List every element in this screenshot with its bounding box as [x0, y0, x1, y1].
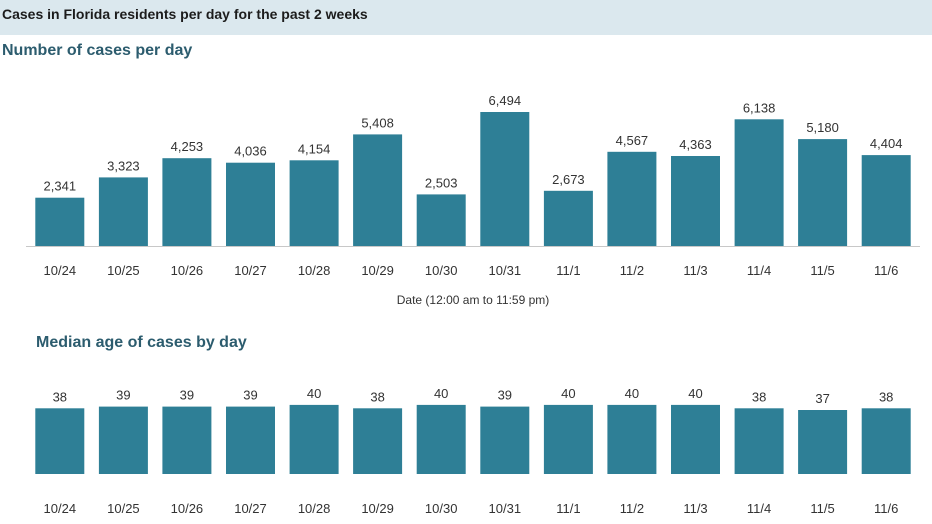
x-tick-label: 10/27 [234, 501, 267, 516]
data-label: 39 [180, 388, 194, 403]
bar-10/25 [98, 177, 148, 246]
data-label: 4,036 [234, 144, 267, 159]
data-label: 6,494 [489, 93, 522, 108]
bar-10/24 [35, 197, 85, 246]
data-label: 40 [561, 386, 575, 401]
median-age-chart: 38 10/24 39 10/25 39 10/26 39 10/27 40 10/28 38 10/… [35, 386, 911, 516]
bar-11/4 [734, 408, 784, 474]
bar-11/5 [798, 410, 848, 474]
x-tick-label: 11/4 [747, 263, 771, 278]
x-tick-label: 10/30 [425, 501, 458, 516]
bar-10/29 [353, 134, 403, 246]
x-tick-label: 11/1 [556, 263, 580, 278]
bar-10/26 [162, 158, 212, 246]
x-tick-label: 10/24 [44, 263, 77, 278]
bar-10/29 [353, 408, 403, 474]
bar-10/28 [289, 404, 339, 474]
x-tick-label: 10/30 [425, 263, 458, 278]
x-tick-label: 10/28 [298, 501, 331, 516]
bar-10/30 [416, 194, 466, 246]
data-label: 39 [116, 388, 130, 403]
data-label: 38 [752, 389, 766, 404]
bar-11/3 [671, 156, 720, 246]
data-label: 39 [243, 388, 257, 403]
data-label: 2,341 [44, 179, 77, 194]
bar-10/27 [226, 162, 275, 246]
data-label: 6,138 [743, 100, 776, 115]
x-tick-label: 11/4 [747, 501, 771, 516]
bar-10/26 [162, 406, 212, 474]
data-label: 40 [307, 386, 321, 401]
bar-10/25 [98, 406, 148, 474]
bar-10/28 [289, 160, 339, 246]
bar-10/27 [226, 406, 275, 474]
data-label: 2,673 [552, 172, 585, 187]
data-label: 39 [498, 388, 512, 403]
x-tick-label: 10/25 [107, 501, 140, 516]
bar-11/1 [543, 404, 593, 474]
bar-10/30 [416, 404, 466, 474]
data-label: 40 [434, 386, 448, 401]
age-chart-title: Median age of cases by day [36, 334, 247, 351]
data-label: 40 [688, 386, 702, 401]
bar-11/2 [607, 151, 657, 246]
data-label: 4,404 [870, 136, 903, 151]
data-label: 5,180 [806, 120, 839, 135]
cases-chart-title: Number of cases per day [2, 42, 193, 59]
x-tick-label: 10/26 [171, 263, 204, 278]
data-label: 4,567 [616, 133, 649, 148]
x-tick-label: 10/29 [361, 263, 394, 278]
cases-per-day-chart: 2,341 10/24 3,323 10/25 4,253 10/26 4,036 10/27… [26, 93, 920, 307]
data-label: 4,154 [298, 141, 331, 156]
bar-11/3 [671, 404, 720, 474]
data-label: 2,503 [425, 175, 458, 190]
x-tick-label: 11/6 [874, 263, 898, 278]
x-tick-label: 10/24 [44, 501, 77, 516]
data-label: 5,408 [361, 115, 394, 130]
data-label: 37 [815, 391, 829, 406]
x-tick-label: 11/5 [810, 263, 834, 278]
bar-11/2 [607, 404, 657, 474]
header-band: Cases in Florida residents per day for t… [0, 0, 932, 35]
data-label: 38 [370, 389, 384, 404]
x-tick-label: 10/31 [489, 501, 522, 516]
x-tick-label: 10/25 [107, 263, 140, 278]
data-label: 38 [53, 389, 67, 404]
x-tick-label: 11/1 [556, 501, 580, 516]
bar-11/6 [861, 155, 911, 246]
bar-11/4 [734, 119, 784, 246]
data-label: 3,323 [107, 158, 140, 173]
x-tick-label: 10/28 [298, 263, 331, 278]
header-title: Cases in Florida residents per day for t… [2, 6, 368, 22]
bar-10/31 [480, 112, 530, 246]
x-tick-label: 10/31 [489, 263, 522, 278]
x-tick-label: 11/2 [620, 263, 644, 278]
x-tick-label: 10/27 [234, 263, 267, 278]
x-tick-label: 10/29 [361, 501, 394, 516]
data-label: 4,253 [171, 139, 204, 154]
data-label: 38 [879, 389, 893, 404]
x-tick-label: 11/2 [620, 501, 644, 516]
data-label: 4,363 [679, 137, 712, 152]
bar-11/5 [798, 139, 848, 246]
x-tick-label: 11/3 [683, 263, 707, 278]
x-axis-label: Date (12:00 am to 11:59 pm) [397, 293, 550, 307]
bar-11/6 [861, 408, 911, 474]
x-tick-label: 11/6 [874, 501, 898, 516]
x-tick-label: 11/3 [683, 501, 707, 516]
bar-10/24 [35, 408, 85, 474]
data-label: 40 [625, 386, 639, 401]
x-tick-label: 11/5 [810, 501, 834, 516]
bar-11/1 [543, 190, 593, 246]
bar-10/31 [480, 406, 530, 474]
x-tick-label: 10/26 [171, 501, 204, 516]
